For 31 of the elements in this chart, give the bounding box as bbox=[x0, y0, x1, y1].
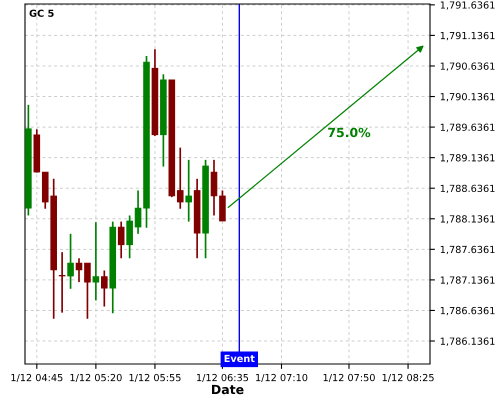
y-tick-label: 1,786.6361 bbox=[440, 306, 494, 316]
y-tick-label: 1,789.1361 bbox=[440, 154, 494, 162]
y-tick-label: 1,787.1361 bbox=[440, 276, 494, 285]
x-axis-title: Date bbox=[212, 384, 244, 394]
candlestick bbox=[92, 221, 100, 302]
x-tick-label: 1/12 07:50 bbox=[324, 374, 375, 382]
candlestick bbox=[58, 251, 66, 314]
y-tick-label: 1,788.6361 bbox=[440, 184, 494, 194]
x-tick-label: 1/12 04:45 bbox=[11, 374, 62, 382]
candlestick bbox=[126, 214, 133, 260]
y-tick-label: 1,790.1361 bbox=[440, 93, 494, 102]
annotation: 75.0% bbox=[328, 128, 370, 138]
y-tick-label: 1,790.6361 bbox=[440, 62, 494, 71]
candlestick bbox=[185, 159, 192, 222]
y-tick-label: 1,789.6361 bbox=[440, 124, 494, 132]
y-tick-label: 1,788.1361 bbox=[440, 215, 494, 224]
ref-line-label: Event bbox=[224, 354, 255, 362]
candlestick bbox=[67, 232, 74, 290]
y-tick-label: 1,786.1361 bbox=[440, 337, 494, 346]
y-tick-label: 1,791.6361 bbox=[440, 1, 494, 10]
candlestick bbox=[101, 270, 108, 308]
x-tick-label: 1/12 06:35 bbox=[197, 374, 248, 382]
x-tick-label: 1/12 05:55 bbox=[130, 374, 181, 382]
x-tick-label: 1/12 05:20 bbox=[70, 374, 122, 382]
x-tick-label: 1/12 07:10 bbox=[256, 374, 308, 382]
chart-title: GC 5 bbox=[30, 10, 54, 17]
y-tick-label: 1,787.6361 bbox=[440, 246, 494, 254]
y-tick-label: 1,791.1361 bbox=[440, 32, 494, 40]
candlestick bbox=[176, 146, 184, 210]
x-tick-label: 1/12 08:25 bbox=[382, 374, 434, 382]
candlestick bbox=[118, 220, 124, 260]
